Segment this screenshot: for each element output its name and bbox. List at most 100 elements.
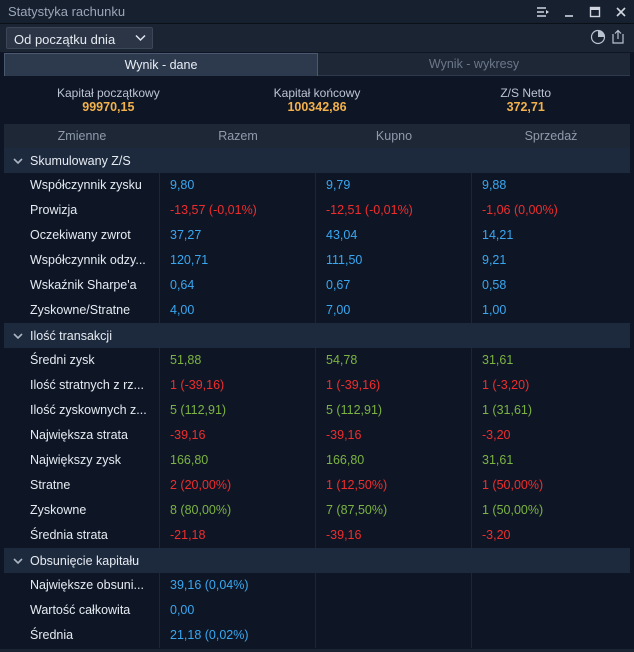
cell-total: 1 (-39,16) [160, 373, 316, 398]
cell-total: 51,88 [160, 348, 316, 373]
cell-total: 21,18 (0,02%) [160, 623, 316, 648]
close-icon[interactable] [608, 0, 634, 24]
cell-buy: -12,51 (-0,01%) [316, 198, 472, 223]
chevron-down-icon [135, 34, 146, 42]
chevron-down-icon[interactable] [12, 155, 24, 167]
cell-sell: 9,88 [482, 178, 507, 192]
cell-sell: 1 (50,00%) [482, 478, 544, 492]
cell-total: 39,16 (0,04%) [160, 573, 316, 598]
table-row[interactable]: Wartość całkowita 0,00 [4, 598, 630, 623]
minimize-icon[interactable] [556, 0, 582, 24]
list-menu-icon[interactable] [530, 0, 556, 24]
row-label: Największy zysk [4, 448, 160, 473]
row-label: Największa strata [4, 423, 160, 448]
cell-sell: 9,21 [482, 253, 507, 267]
table-row[interactable]: Prowizja -13,57 (-0,01%) -12,51 (-0,01%) -1… [4, 198, 630, 223]
cell-buy: -39,16 [316, 523, 472, 548]
maximize-icon[interactable] [582, 0, 608, 24]
column-headers: Zmienne Razem Kupno Sprzedaż [4, 124, 630, 148]
tab-results-charts[interactable]: Wynik - wykresy [318, 53, 630, 76]
cell-total: 2 (20,00%) [160, 473, 316, 498]
cell-sell: 14,21 [482, 228, 514, 242]
cell-buy: 54,78 [316, 348, 472, 373]
cell-total: 166,80 [160, 448, 316, 473]
cell-buy: 111,50 [316, 248, 472, 273]
table-row[interactable]: Średnia 21,18 (0,02%) [4, 623, 630, 648]
section-trade-count[interactable]: Ilość transakcji [4, 323, 630, 348]
period-dropdown[interactable]: Od początku dnia [6, 27, 153, 49]
summary-final-capital: Kapitał końcowy 100342,86 [213, 78, 422, 124]
summary-net-pl: Z/S Netto 372,71 [421, 78, 630, 124]
row-label: Oczekiwany zwrot [4, 223, 160, 248]
section-title: Skumulowany Z/S [30, 153, 131, 168]
cell-total: 9,80 [160, 173, 316, 198]
cell-sell: 1 (50,00%) [482, 503, 544, 517]
row-label: Średni zysk [4, 348, 160, 373]
cell-total: 0,64 [160, 273, 316, 298]
cell-buy: 7 (87,50%) [316, 498, 472, 523]
table-row[interactable]: Największy zysk 166,80 166,80 31,61 [4, 448, 630, 473]
column-header-variables[interactable]: Zmienne [57, 129, 107, 143]
table-row[interactable]: Średni zysk 51,88 54,78 31,61 [4, 348, 630, 373]
summary-value: 100342,86 [287, 100, 347, 114]
tab-results-data[interactable]: Wynik - dane [4, 53, 318, 76]
row-label: Zyskowne/Stratne [4, 298, 160, 323]
row-label: Średnia strata [4, 523, 160, 548]
cell-sell: 0,58 [482, 278, 507, 292]
column-header-sell[interactable]: Sprzedaż [524, 129, 578, 143]
cell-buy [316, 623, 472, 648]
cell-sell: 1,00 [482, 303, 507, 317]
table-row[interactable]: Współczynnik zysku 9,80 9,79 9,88 [4, 173, 630, 198]
summary-label: Z/S Netto [500, 86, 552, 100]
table-row[interactable]: Oczekiwany zwrot 37,27 43,04 14,21 [4, 223, 630, 248]
cell-total: -39,16 [160, 423, 316, 448]
section-cumulative-pl[interactable]: Skumulowany Z/S [4, 148, 630, 173]
table-row[interactable]: Średnia strata -21,18 -39,16 -3,20 [4, 523, 630, 548]
row-label: Ilość zyskownych z... [4, 398, 160, 423]
column-header-total[interactable]: Razem [218, 129, 258, 143]
row-label: Współczynnik odzy... [4, 248, 160, 273]
row-label: Prowizja [4, 198, 160, 223]
table-row[interactable]: Zyskowne/Stratne 4,00 7,00 1,00 [4, 298, 630, 323]
cell-total: 0,00 [160, 598, 316, 623]
export-icon[interactable] [609, 28, 627, 46]
table-row[interactable]: Stratne 2 (20,00%) 1 (12,50%) 1 (50,00%) [4, 473, 630, 498]
cell-buy [316, 598, 472, 623]
cell-total: 5 (112,91) [160, 398, 316, 423]
summary-label: Kapitał początkowy [56, 86, 160, 100]
cell-total: -21,18 [160, 523, 316, 548]
period-dropdown-value: Od początku dnia [14, 32, 116, 47]
window-bottom-border [0, 649, 634, 652]
row-label: Wskaźnik Sharpe'a [4, 273, 160, 298]
table-row[interactable]: Ilość zyskownych z... 5 (112,91) 5 (112,91… [4, 398, 630, 423]
table-row[interactable]: Największa strata -39,16 -39,16 -3,20 [4, 423, 630, 448]
cell-buy: 7,00 [316, 298, 472, 323]
chevron-down-icon[interactable] [12, 330, 24, 342]
cell-sell [472, 573, 630, 598]
table-row[interactable]: Wskaźnik Sharpe'a 0,64 0,67 0,58 [4, 273, 630, 298]
column-header-buy[interactable]: Kupno [375, 129, 413, 143]
cell-buy [316, 573, 472, 598]
section-drawdown[interactable]: Obsunięcie kapitału [4, 548, 630, 573]
table-row[interactable]: Największe obsuni... 39,16 (0,04%) [4, 573, 630, 598]
cell-sell: -1,06 (0,00%) [482, 203, 558, 217]
cell-total: 37,27 [160, 223, 316, 248]
summary-value: 372,71 [506, 100, 545, 114]
table-row[interactable]: Zyskowne 8 (80,00%) 7 (87,50%) 1 (50,00%) [4, 498, 630, 523]
table-row[interactable]: Współczynnik odzy... 120,71 111,50 9,21 [4, 248, 630, 273]
cell-buy: 166,80 [316, 448, 472, 473]
window-title: Statystyka rachunku [8, 4, 126, 19]
cell-buy: 1 (-39,16) [316, 373, 472, 398]
summary-initial-capital: Kapitał początkowy 99970,15 [4, 78, 213, 124]
pie-chart-icon[interactable] [589, 28, 607, 46]
cell-sell: 31,61 [482, 353, 514, 367]
table-row[interactable]: Ilość stratnych z rz... 1 (-39,16) 1 (-39,… [4, 373, 630, 398]
summary-panel: Kapitał początkowy 99970,15 Kapitał końc… [4, 78, 630, 124]
cell-buy: -39,16 [316, 423, 472, 448]
cell-buy: 5 (112,91) [316, 398, 472, 423]
cell-sell [472, 598, 630, 623]
cell-total: -13,57 (-0,01%) [160, 198, 316, 223]
chevron-down-icon[interactable] [12, 555, 24, 567]
section-title: Ilość transakcji [30, 328, 112, 343]
window-controls [530, 0, 634, 24]
